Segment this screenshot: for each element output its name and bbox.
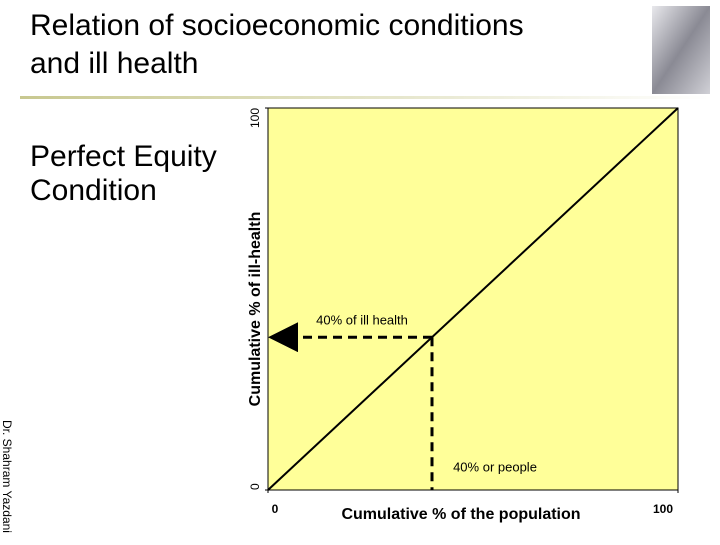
diagonal-line [267, 107, 679, 491]
x-tick-label: 0 [272, 502, 279, 516]
credit: Dr. Shahram Yazdani [0, 420, 14, 533]
y-tick-label: 0 [248, 483, 262, 490]
x-tick-label: 100 [653, 502, 673, 516]
y-axis-label: Cumulative % of ill-health [247, 212, 264, 407]
y-tick-label: 100 [248, 108, 262, 128]
subtitle: Perfect Equity Condition [30, 140, 217, 207]
slide-title: Relation of socioeconomic conditions and … [30, 9, 524, 80]
title-rule [20, 96, 710, 99]
decorative-image [652, 6, 710, 94]
x-axis-label: Cumulative % of the population [341, 506, 580, 523]
marker-x-label: 40% or people [453, 459, 537, 474]
marker-y-label: 40% of ill health [316, 313, 408, 328]
subtitle-box: Perfect Equity Condition [30, 140, 217, 207]
